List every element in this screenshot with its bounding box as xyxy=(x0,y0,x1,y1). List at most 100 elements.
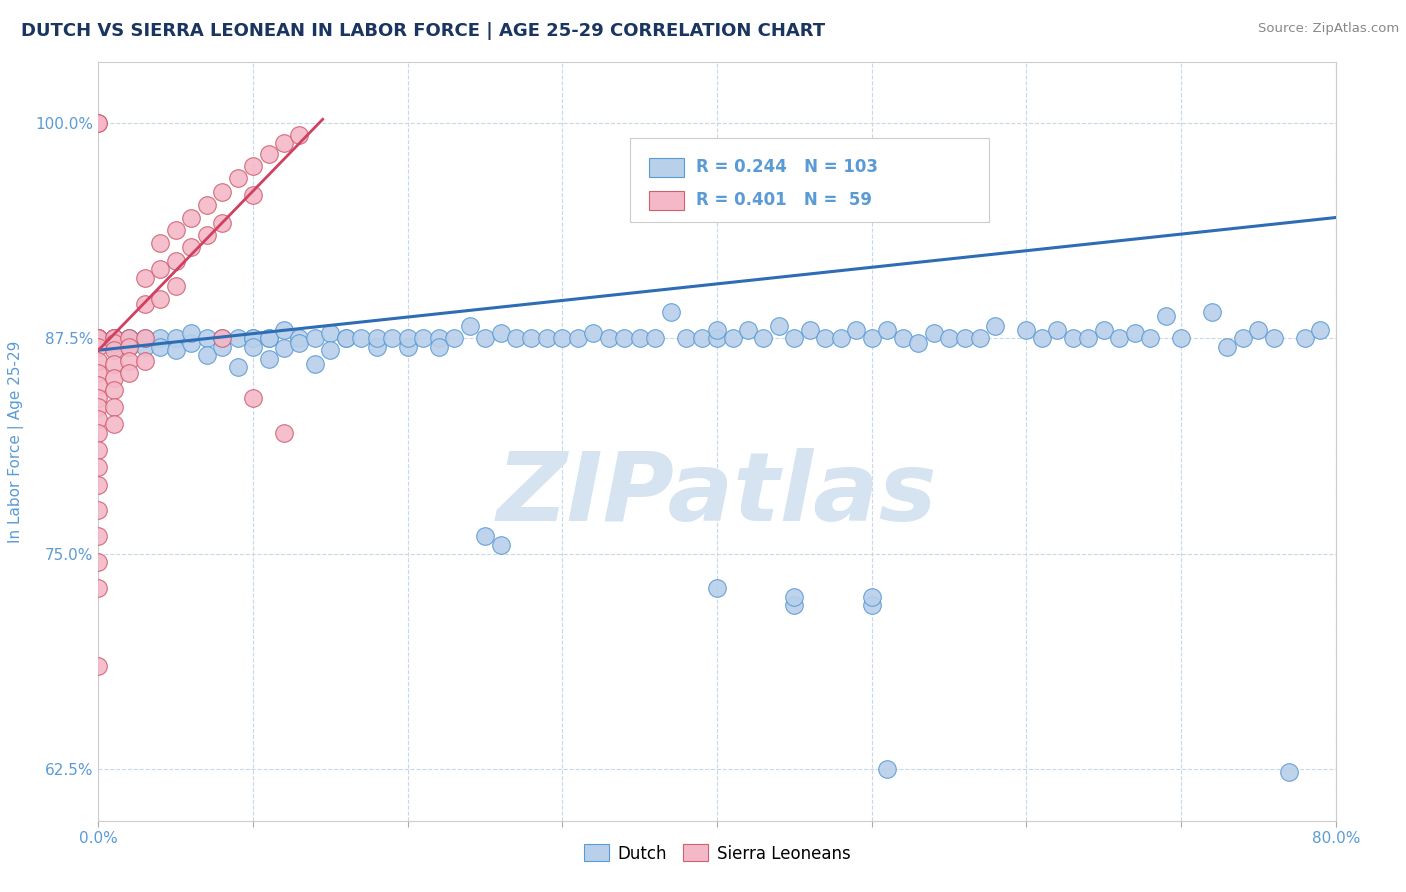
Point xyxy=(706,331,728,345)
Point xyxy=(1263,331,1285,345)
Point xyxy=(1294,331,1316,345)
Point xyxy=(953,331,976,345)
Point xyxy=(876,762,898,776)
Point xyxy=(195,331,218,345)
Point xyxy=(87,331,110,345)
Point xyxy=(257,331,280,345)
Point xyxy=(273,425,295,440)
Point xyxy=(242,340,264,354)
Point xyxy=(195,348,218,362)
Point xyxy=(1123,326,1146,340)
Point xyxy=(706,581,728,595)
Point xyxy=(87,353,110,368)
Point xyxy=(103,331,125,345)
Point xyxy=(87,425,110,440)
Point xyxy=(134,353,156,368)
Point xyxy=(366,340,388,354)
Point xyxy=(103,331,125,345)
Point xyxy=(1092,322,1115,336)
Point xyxy=(257,146,280,161)
Point xyxy=(1062,331,1084,345)
Point xyxy=(922,326,945,340)
Point xyxy=(474,331,496,345)
Point xyxy=(799,322,821,336)
Point xyxy=(628,331,651,345)
Point xyxy=(87,443,110,458)
FancyBboxPatch shape xyxy=(650,191,683,210)
Point xyxy=(149,331,172,345)
Point xyxy=(87,331,110,345)
Point xyxy=(180,240,202,254)
Point xyxy=(87,477,110,491)
Point xyxy=(211,185,233,199)
Point xyxy=(1216,340,1239,354)
Point xyxy=(273,136,295,151)
Point xyxy=(536,331,558,345)
Point xyxy=(118,340,141,354)
Point xyxy=(87,658,110,673)
Point xyxy=(458,319,481,334)
Point xyxy=(134,331,156,345)
Point xyxy=(752,331,775,345)
Point xyxy=(257,351,280,366)
Point xyxy=(474,529,496,543)
Point xyxy=(567,331,589,345)
Point xyxy=(582,326,605,340)
Point xyxy=(103,331,125,345)
Point xyxy=(1232,331,1254,345)
Point xyxy=(1170,331,1192,345)
Text: DUTCH VS SIERRA LEONEAN IN LABOR FORCE | AGE 25-29 CORRELATION CHART: DUTCH VS SIERRA LEONEAN IN LABOR FORCE |… xyxy=(21,22,825,40)
Point xyxy=(1031,331,1053,345)
Point xyxy=(304,331,326,345)
Point xyxy=(381,331,404,345)
Point xyxy=(1108,331,1130,345)
Point xyxy=(969,331,991,345)
Point xyxy=(427,331,450,345)
Point xyxy=(273,342,295,356)
Point xyxy=(242,159,264,173)
Point xyxy=(87,529,110,543)
Point xyxy=(427,340,450,354)
Point xyxy=(335,331,357,345)
Point xyxy=(103,400,125,414)
Point xyxy=(938,331,960,345)
Point xyxy=(118,353,141,368)
Point xyxy=(860,331,883,345)
Point xyxy=(180,336,202,351)
Point xyxy=(103,383,125,397)
Point xyxy=(304,357,326,371)
Point xyxy=(195,227,218,242)
Point xyxy=(335,331,357,345)
Point xyxy=(134,270,156,285)
Point xyxy=(1309,322,1331,336)
Point xyxy=(180,326,202,340)
Point xyxy=(165,343,187,358)
Point xyxy=(87,340,110,354)
Point xyxy=(1201,305,1223,319)
Point xyxy=(87,116,110,130)
FancyBboxPatch shape xyxy=(630,138,990,221)
Point xyxy=(1247,322,1270,336)
Point xyxy=(118,331,141,345)
Point xyxy=(288,336,311,351)
Point xyxy=(396,331,419,345)
Text: Source: ZipAtlas.com: Source: ZipAtlas.com xyxy=(1258,22,1399,36)
Point xyxy=(211,216,233,230)
Point xyxy=(87,555,110,569)
Point xyxy=(675,331,697,345)
Point xyxy=(87,392,110,406)
Point xyxy=(195,198,218,212)
Point xyxy=(319,326,342,340)
Point xyxy=(165,222,187,236)
Point xyxy=(226,331,249,345)
Point xyxy=(180,211,202,225)
Point xyxy=(87,366,110,380)
Point xyxy=(226,170,249,185)
Point xyxy=(211,331,233,345)
Point xyxy=(103,371,125,385)
FancyBboxPatch shape xyxy=(650,158,683,177)
Point xyxy=(860,590,883,604)
Point xyxy=(350,331,373,345)
Point xyxy=(1154,309,1177,323)
Point xyxy=(118,366,141,380)
